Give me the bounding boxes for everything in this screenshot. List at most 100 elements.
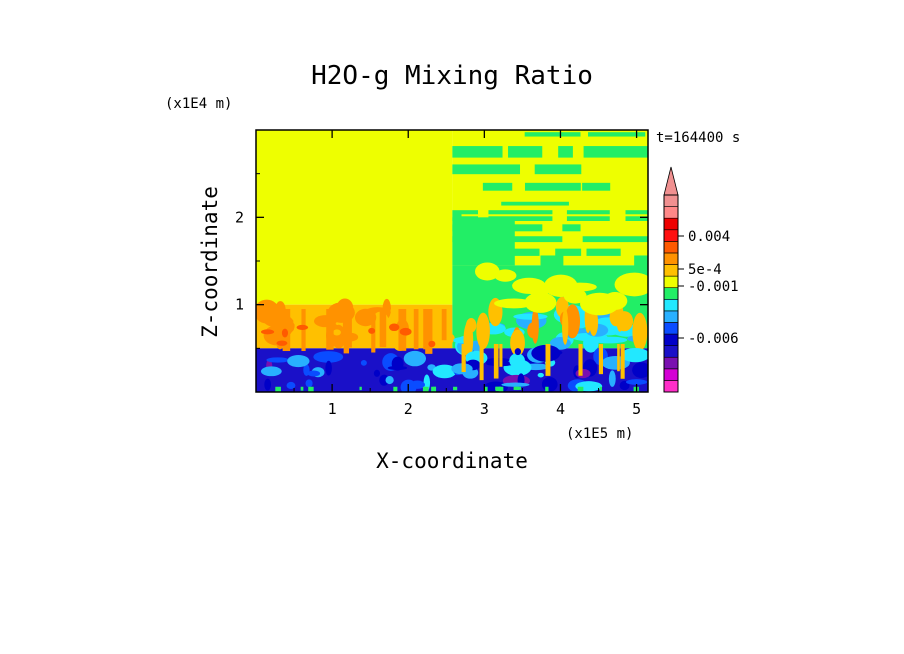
plume-column xyxy=(425,309,433,354)
turbulent-blob xyxy=(264,378,272,391)
green-streak xyxy=(452,164,521,175)
surface-speck xyxy=(453,386,458,391)
turbulent-blob xyxy=(575,368,591,379)
updraft-streak xyxy=(545,343,551,376)
colorbar-swatch xyxy=(663,380,679,393)
turbulent-blob xyxy=(537,372,544,378)
green-streak xyxy=(562,224,581,232)
green-streak xyxy=(634,255,648,267)
orange-tower xyxy=(609,308,623,327)
colorbar-swatch xyxy=(663,310,679,323)
turbulent-blob xyxy=(307,370,321,377)
surface-speck xyxy=(422,386,429,392)
colorbar-frame xyxy=(663,194,679,393)
green-streak xyxy=(524,132,581,137)
surface-speck xyxy=(308,386,314,392)
orange-tower xyxy=(476,312,490,350)
colorbar-swatch xyxy=(663,241,679,254)
surface-speck xyxy=(484,386,488,392)
plume-column xyxy=(342,309,348,342)
colorbar-swatch xyxy=(663,206,679,219)
turbulent-blob xyxy=(626,379,648,385)
surface-speck xyxy=(545,386,549,392)
x-tick-label: 1 xyxy=(328,400,337,418)
green-streak xyxy=(482,182,513,191)
turbulent-blob xyxy=(385,376,394,385)
turbulent-blob xyxy=(360,359,367,366)
colorbar: 0.004 5e-4-0.001 -0.006 xyxy=(663,166,739,393)
yellow-patch xyxy=(494,298,534,309)
plume-column xyxy=(441,309,447,341)
surface-speck xyxy=(515,386,522,390)
x-tick-label: 3 xyxy=(480,400,489,418)
colorbar-swatch xyxy=(663,275,679,289)
y-axis-multiplier: (x1E4 m) xyxy=(165,96,232,112)
green-block xyxy=(452,217,515,266)
turbulent-blob xyxy=(608,370,616,387)
colorbar-swatch xyxy=(663,194,679,207)
yellow-patch xyxy=(524,292,557,313)
green-streak xyxy=(501,201,569,207)
x-tick-label: 2 xyxy=(404,400,413,418)
yellow-patch xyxy=(563,282,597,292)
green-streak xyxy=(555,248,582,256)
colorbar-swatch xyxy=(663,217,679,231)
surface-speck xyxy=(393,386,398,392)
axis-ticks: 1 2 3 4 5 1 2 xyxy=(235,130,648,418)
plume-blob xyxy=(354,308,377,327)
green-streak xyxy=(494,236,563,243)
surface-speck xyxy=(300,386,304,391)
yellow-patch xyxy=(614,272,648,297)
green-streak xyxy=(508,146,543,158)
colorbar-label: 0.004 xyxy=(688,229,730,245)
cyan-blob xyxy=(513,313,548,320)
turbulent-blob xyxy=(266,357,290,363)
yellow-patch xyxy=(512,277,546,294)
region-upper-left xyxy=(256,130,453,305)
plume-column xyxy=(344,309,352,348)
turbulent-blob xyxy=(387,365,408,370)
colorbar-swatch xyxy=(663,356,679,370)
green-streak xyxy=(582,182,611,191)
turbulent-blob xyxy=(260,366,282,377)
turbulent-blob xyxy=(287,355,310,368)
turbulent-blob xyxy=(632,362,648,378)
plume-blob xyxy=(289,329,302,349)
plume-column xyxy=(301,309,306,352)
colorbar-swatch xyxy=(663,229,679,242)
surface-speck xyxy=(275,386,281,392)
plume-core xyxy=(399,327,412,336)
plume-blob xyxy=(358,323,375,339)
y-tick-label: 2 xyxy=(235,208,244,226)
yellow-line xyxy=(461,205,648,208)
x-axis-label: X-coordinate xyxy=(376,449,528,473)
surface-speck xyxy=(495,386,501,391)
yellow-patch xyxy=(544,274,578,297)
green-streak xyxy=(586,248,621,256)
plume-column xyxy=(423,309,428,344)
surface-speck xyxy=(599,386,602,391)
colorbar-extend-arrow xyxy=(663,166,679,196)
colorbar-swatch xyxy=(663,345,679,358)
orange-tower xyxy=(589,308,599,336)
turbulent-blob xyxy=(305,379,313,388)
updraft-streak xyxy=(461,343,466,372)
green-streak xyxy=(583,146,648,158)
colorbar-swatch xyxy=(663,287,679,300)
plume-core xyxy=(368,327,376,334)
plume-column xyxy=(326,309,334,350)
plume-column xyxy=(413,309,419,350)
green-streak xyxy=(524,182,581,191)
plume-core xyxy=(281,328,289,338)
turbulent-blob xyxy=(403,350,427,367)
updraft-streak xyxy=(620,343,625,379)
green-streak xyxy=(588,132,646,137)
orange-tower xyxy=(564,304,581,339)
x-tick-label: 5 xyxy=(632,400,641,418)
plume-blob xyxy=(428,330,455,346)
colorbar-swatch xyxy=(663,322,679,335)
turbulent-blob xyxy=(432,364,457,379)
updraft-streak xyxy=(617,343,620,372)
turbulent-blob xyxy=(514,348,521,356)
